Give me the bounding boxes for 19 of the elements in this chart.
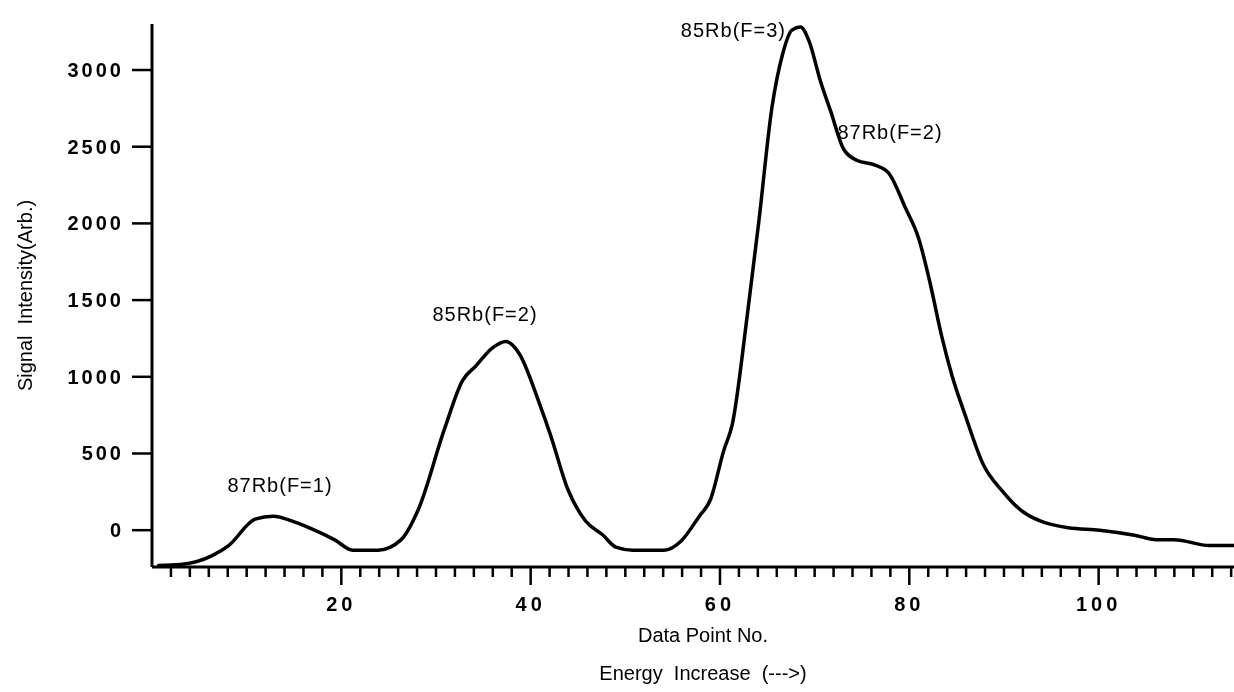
y-tick-label: 3000: [67, 59, 124, 82]
y-tick-label: 500: [81, 442, 124, 465]
x-tick-label: 60: [704, 593, 736, 615]
x-axis-title: Data Point No.: [637, 624, 769, 646]
y-tick-label: 2000: [67, 212, 124, 235]
annotation: 87Rb(F=2): [837, 121, 943, 143]
x-tick-label: 100: [1075, 593, 1122, 615]
y-tick-label: 2500: [67, 135, 124, 158]
annotation: 87Rb(F=1): [227, 474, 333, 496]
x-tick-label: 80: [894, 593, 925, 615]
text: Energy Increase (--->): [599, 662, 807, 684]
y-axis-title: Signal Intensity(Arb.): [14, 199, 36, 392]
annotation: 85Rb(F=3): [680, 19, 786, 41]
y-tick-label: 1000: [67, 365, 124, 388]
y-tick-label: 1500: [67, 289, 124, 312]
x-tick-label: 20: [326, 593, 357, 615]
y-tick-label: 0: [109, 519, 124, 542]
annotation: 85Rb(F=2): [432, 303, 538, 325]
x-tick-label: 40: [515, 593, 546, 615]
